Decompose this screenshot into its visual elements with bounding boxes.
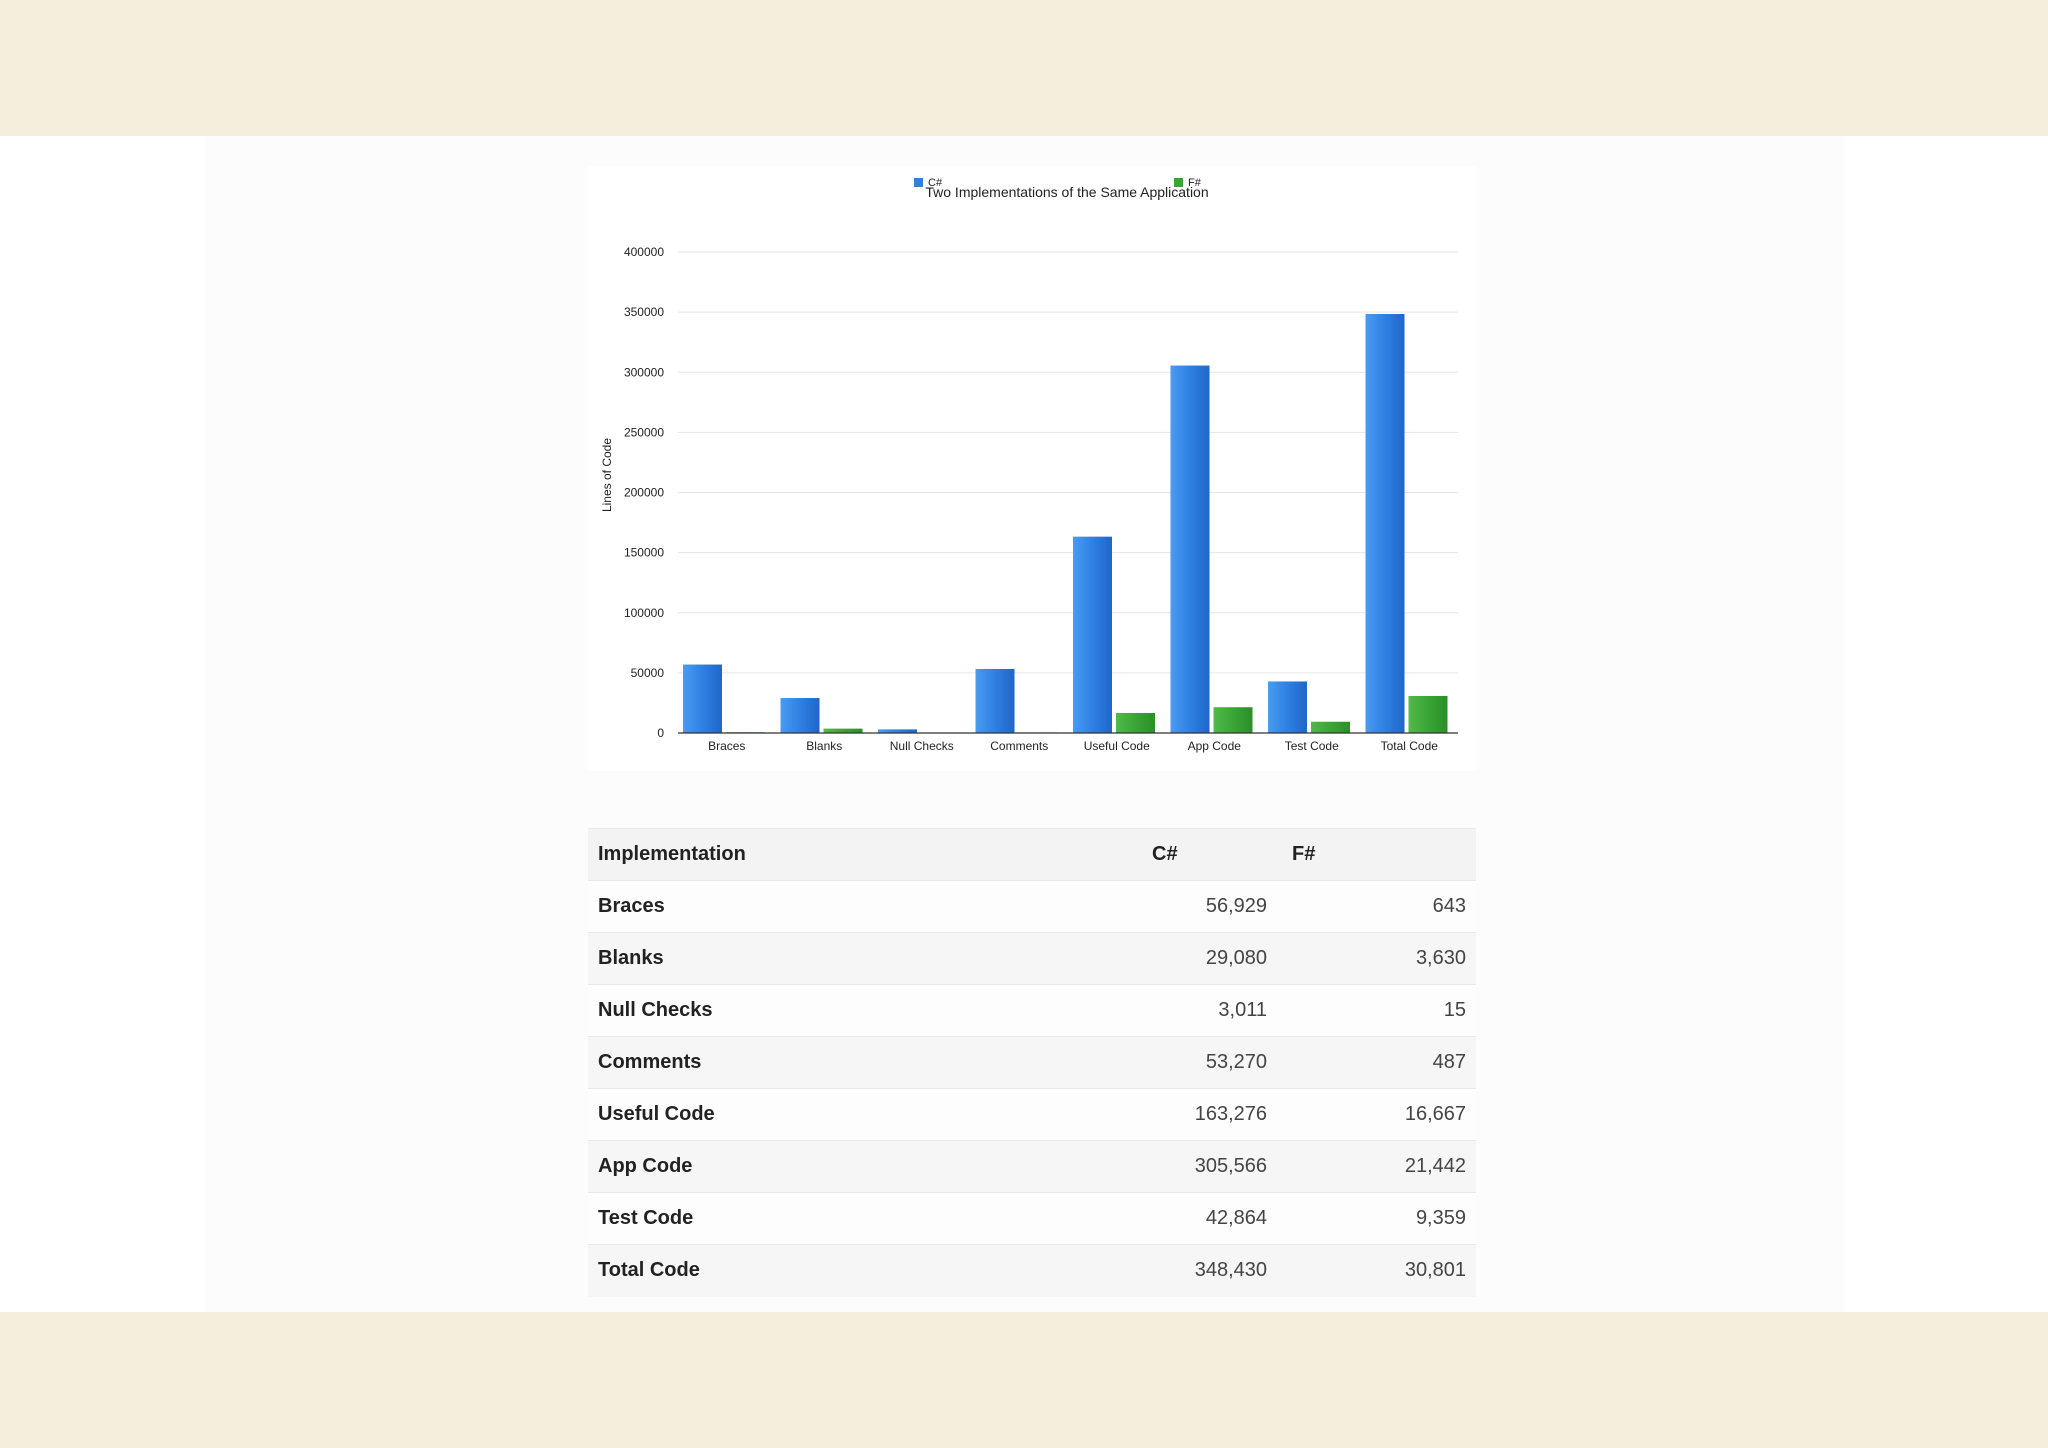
bar-fsharp xyxy=(1408,695,1448,733)
legend-label: F# xyxy=(1188,177,1202,189)
row-label: Blanks xyxy=(588,932,1066,985)
grid-lines xyxy=(678,251,1458,674)
header-csharp: C# xyxy=(1066,828,1277,881)
bar-csharp xyxy=(975,668,1015,733)
chart-card: 0 50000 100000 150000 200000 250000 300000 3500… xyxy=(588,166,1476,771)
row-label: Useful Code xyxy=(588,1088,1066,1141)
table-row: Test Code 42,864 9,359 xyxy=(588,1192,1476,1245)
cell-csharp: 163,276 xyxy=(1066,1088,1277,1141)
row-label: Braces xyxy=(588,880,1066,933)
cell-csharp: 56,929 xyxy=(1066,880,1277,933)
x-category-label: App Code xyxy=(1188,739,1242,753)
cell-csharp: 305,566 xyxy=(1066,1140,1277,1193)
table-row: App Code 305,566 21,442 xyxy=(588,1140,1476,1193)
page-area: 0 50000 100000 150000 200000 250000 300000 3500… xyxy=(0,136,2048,1312)
bar-fsharp xyxy=(1311,721,1350,733)
x-category-label: Useful Code xyxy=(1084,739,1150,753)
table-row: Blanks 29,080 3,630 xyxy=(588,932,1476,985)
cell-csharp: 29,080 xyxy=(1066,932,1277,985)
cell-fsharp: 9,359 xyxy=(1277,1192,1476,1245)
x-category-label: Blanks xyxy=(806,739,842,753)
cell-fsharp: 21,442 xyxy=(1277,1140,1476,1193)
x-category-label: Total Code xyxy=(1381,739,1439,753)
cell-csharp: 53,270 xyxy=(1066,1036,1277,1089)
x-category-label: Comments xyxy=(990,739,1048,753)
bar-fsharp xyxy=(1116,712,1155,733)
x-category-labels: Braces Blanks Null Checks Comments Useful Co… xyxy=(708,739,1438,753)
legend-swatch xyxy=(1174,178,1183,187)
table-row: Total Code 348,430 30,801 xyxy=(588,1244,1476,1297)
x-category-label: Braces xyxy=(708,739,745,753)
bar-csharp xyxy=(1073,536,1112,733)
row-label: App Code xyxy=(588,1140,1066,1193)
y-tick-label: 300000 xyxy=(624,365,664,379)
y-tick-label: 0 xyxy=(657,726,664,740)
y-tick-label: 150000 xyxy=(624,546,664,560)
legend-label: C# xyxy=(928,177,943,189)
row-label: Test Code xyxy=(588,1192,1066,1245)
x-category-label: Null Checks xyxy=(890,739,954,753)
row-label: Total Code xyxy=(588,1244,1066,1297)
table-header-row: Implementation C# F# xyxy=(588,828,1476,881)
y-tick-label: 50000 xyxy=(631,666,665,680)
cell-fsharp: 15 xyxy=(1277,984,1476,1037)
table-row: Useful Code 163,276 16,667 xyxy=(588,1088,1476,1141)
cell-fsharp: 643 xyxy=(1277,880,1476,933)
y-tick-labels: 0 50000 100000 150000 200000 250000 300000 3500… xyxy=(624,245,664,740)
legend: C# F# xyxy=(914,177,1202,189)
cell-fsharp: 16,667 xyxy=(1277,1088,1476,1141)
bar-csharp xyxy=(1268,681,1307,733)
y-tick-label: 350000 xyxy=(624,305,664,319)
y-tick-label: 250000 xyxy=(624,425,664,439)
bar-fsharp xyxy=(823,728,863,733)
cell-csharp: 3,011 xyxy=(1066,984,1277,1037)
bar-chart: 0 50000 100000 150000 200000 250000 300000 3500… xyxy=(600,177,1458,753)
bars xyxy=(683,314,1448,734)
y-tick-label: 100000 xyxy=(624,606,664,620)
table-row: Null Checks 3,011 15 xyxy=(588,984,1476,1037)
bar-csharp xyxy=(1170,365,1210,733)
bar-csharp xyxy=(780,698,820,733)
bar-csharp xyxy=(1365,314,1405,733)
header-implementation: Implementation xyxy=(588,828,1066,881)
table-row: Braces 56,929 643 xyxy=(588,880,1476,933)
row-label: Comments xyxy=(588,1036,1066,1089)
table-row: Comments 53,270 487 xyxy=(588,1036,1476,1089)
chart-title: Two Implementations of the Same Applicat… xyxy=(925,184,1208,200)
x-category-label: Test Code xyxy=(1285,739,1339,753)
y-tick-label: 200000 xyxy=(624,486,664,500)
bar-fsharp xyxy=(1213,707,1253,733)
legend-swatch xyxy=(914,178,923,187)
data-table: Implementation C# F# Braces 56,929 643 Bla… xyxy=(588,828,1476,1297)
cell-fsharp: 3,630 xyxy=(1277,932,1476,985)
cell-csharp: 42,864 xyxy=(1066,1192,1277,1245)
row-label: Null Checks xyxy=(588,984,1066,1037)
header-fsharp: F# xyxy=(1277,828,1476,881)
y-tick-label: 400000 xyxy=(624,245,664,259)
cell-csharp: 348,430 xyxy=(1066,1244,1277,1297)
y-axis-label: Lines of Code xyxy=(600,438,614,512)
cell-fsharp: 487 xyxy=(1277,1036,1476,1089)
bar-csharp xyxy=(683,664,722,733)
cell-fsharp: 30,801 xyxy=(1277,1244,1476,1297)
bar-csharp xyxy=(878,729,917,733)
